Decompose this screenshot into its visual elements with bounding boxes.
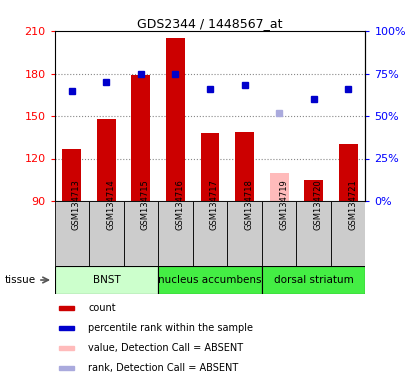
Bar	[262, 266, 365, 294]
Text: GSM134716: GSM134716	[176, 179, 184, 230]
Bar	[304, 180, 323, 201]
Bar	[123, 201, 158, 266]
Bar	[158, 266, 262, 294]
Bar	[227, 201, 262, 266]
Text: rank, Detection Call = ABSENT: rank, Detection Call = ABSENT	[88, 363, 239, 373]
Bar	[193, 201, 227, 266]
Text: GSM134721: GSM134721	[348, 179, 357, 230]
Bar	[200, 133, 220, 201]
Bar	[262, 201, 297, 266]
Bar	[63, 149, 81, 201]
Bar	[235, 132, 254, 201]
Bar	[331, 201, 365, 266]
Bar	[59, 306, 74, 310]
Bar	[59, 326, 74, 329]
Text: GSM134719: GSM134719	[279, 179, 288, 230]
Bar	[59, 346, 74, 349]
Text: value, Detection Call = ABSENT: value, Detection Call = ABSENT	[88, 343, 243, 353]
Bar	[166, 38, 185, 201]
Title: GDS2344 / 1448567_at: GDS2344 / 1448567_at	[137, 17, 283, 30]
Text: GSM134713: GSM134713	[72, 179, 81, 230]
Text: count: count	[88, 303, 116, 313]
Text: GSM134720: GSM134720	[314, 179, 323, 230]
Bar	[55, 266, 158, 294]
Text: BNST: BNST	[92, 275, 120, 285]
Bar	[158, 201, 193, 266]
Bar	[59, 366, 74, 369]
Text: tissue: tissue	[4, 275, 35, 285]
Bar	[55, 201, 89, 266]
Bar	[89, 201, 123, 266]
Text: nucleus accumbens: nucleus accumbens	[158, 275, 262, 285]
Bar	[131, 75, 150, 201]
Text: GSM134717: GSM134717	[210, 179, 219, 230]
Bar	[270, 173, 289, 201]
Text: dorsal striatum: dorsal striatum	[274, 275, 354, 285]
Text: percentile rank within the sample: percentile rank within the sample	[88, 323, 253, 333]
Bar	[339, 144, 357, 201]
Text: GSM134718: GSM134718	[244, 179, 254, 230]
Text: GSM134715: GSM134715	[141, 179, 150, 230]
Bar	[297, 201, 331, 266]
Text: GSM134714: GSM134714	[106, 179, 116, 230]
Bar	[97, 119, 116, 201]
